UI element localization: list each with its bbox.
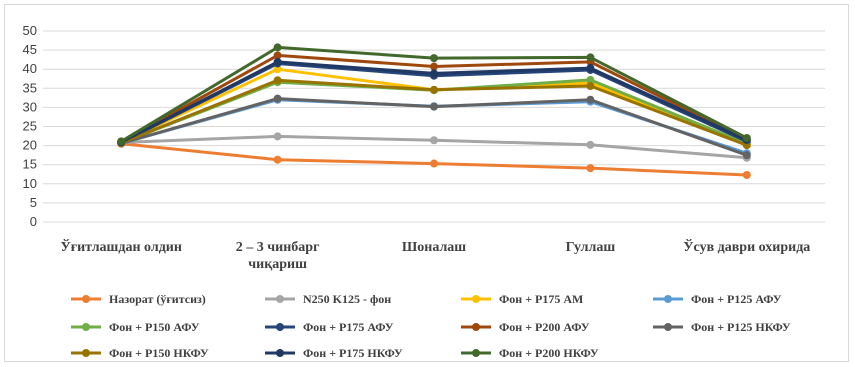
data-point xyxy=(742,133,751,142)
legend-label: Фон + P125 АФУ xyxy=(691,292,782,306)
y-tick-label: 10 xyxy=(23,176,37,191)
x-tick-label: Шоналаш xyxy=(402,240,466,255)
legend-label: Фон + P175 АМ xyxy=(499,292,583,306)
data-point xyxy=(586,75,595,84)
series-line xyxy=(121,142,747,177)
line-chart: 0 5 10 15 20 25 30 35 40 45 50 Ўғитлашдан олдин 2 –… xyxy=(23,23,825,360)
legend-swatch-marker xyxy=(82,295,90,303)
y-axis-ticks: 0 5 10 15 20 25 30 35 40 45 50 xyxy=(23,23,37,229)
data-point xyxy=(430,69,438,78)
y-tick-label: 50 xyxy=(23,23,37,38)
legend-swatch-marker xyxy=(82,323,90,331)
y-tick-label: 30 xyxy=(23,99,37,114)
legend-label: Фон + P150 НКФУ xyxy=(109,346,209,360)
data-point xyxy=(273,76,282,85)
legend-item: Фон + P125 НКФУ xyxy=(653,320,791,334)
data-point xyxy=(273,132,282,141)
legend-item: Назорат (ўғитсиз) xyxy=(71,292,206,306)
x-tick-line: 2 – 3 чинбарг xyxy=(236,240,320,255)
legend-label: Фон + P150 АФУ xyxy=(109,320,200,334)
legend: Назорат (ўғитсиз) N250 K125 - фон Фон + P1… xyxy=(71,292,791,360)
y-tick-label: 40 xyxy=(23,61,37,76)
legend-swatch-marker xyxy=(276,295,284,303)
data-point xyxy=(430,54,438,63)
data-point xyxy=(430,62,438,71)
legend-label: Фон + P200 НКФУ xyxy=(499,346,599,360)
chart-frame: 0 5 10 15 20 25 30 35 40 45 50 Ўғитлашдан олдин 2 –… xyxy=(4,4,849,362)
legend-item: N250 K125 - фон xyxy=(265,292,391,306)
data-point xyxy=(586,95,595,104)
data-point xyxy=(586,53,595,62)
x-tick-label: Гуллаш xyxy=(566,240,616,255)
legend-label: N250 K125 - фон xyxy=(303,292,391,306)
data-point xyxy=(273,94,282,103)
data-point xyxy=(586,82,595,91)
y-tick-label: 5 xyxy=(30,195,37,210)
data-point xyxy=(430,136,438,145)
legend-item: Фон + P175 АФУ xyxy=(265,320,394,334)
x-axis-ticks: Ўғитлашдан олдин 2 – 3 чинбарг чиқариш Шона… xyxy=(60,238,810,272)
legend-swatch-marker xyxy=(664,295,672,303)
data-point xyxy=(430,102,438,111)
legend-item: Фон + P200 НКФУ xyxy=(461,346,599,360)
series-lines xyxy=(117,43,751,180)
legend-item: Фон + P200 АФУ xyxy=(461,320,590,334)
legend-swatch-marker xyxy=(276,349,284,357)
series-9 xyxy=(117,57,751,147)
data-point xyxy=(273,51,282,60)
x-tick-line: Ўғитлашдан олдин xyxy=(60,238,181,255)
y-tick-label: 15 xyxy=(23,157,37,172)
y-tick-label: 35 xyxy=(23,80,37,95)
x-tick-line: Ўсув даври охирида xyxy=(683,238,810,255)
legend-item: Фон + P175 АМ xyxy=(461,292,583,306)
legend-swatch-marker xyxy=(82,349,90,357)
data-point xyxy=(586,64,595,73)
legend-swatch-marker xyxy=(472,295,480,303)
legend-swatch-marker xyxy=(664,323,672,331)
y-tick-label: 45 xyxy=(23,42,37,57)
legend-label: Фон + P175 АФУ xyxy=(303,320,394,334)
legend-item: Фон + P125 АФУ xyxy=(653,292,782,306)
legend-label: Назорат (ўғитсиз) xyxy=(109,292,206,306)
legend-swatch-marker xyxy=(276,323,284,331)
data-point xyxy=(586,140,595,149)
legend-item: Фон + P150 АФУ xyxy=(71,320,200,334)
y-tick-label: 20 xyxy=(23,138,37,153)
data-point xyxy=(430,85,438,94)
y-tick-label: 25 xyxy=(23,119,37,134)
data-point xyxy=(586,164,595,173)
x-tick-line: Гуллаш xyxy=(566,240,616,255)
data-point xyxy=(273,57,282,66)
legend-label: Фон + P200 АФУ xyxy=(499,320,590,334)
data-point xyxy=(273,155,282,164)
data-point xyxy=(742,171,751,180)
legend-item: Фон + P150 НКФУ xyxy=(71,346,209,360)
legend-label: Фон + P125 НКФУ xyxy=(691,320,791,334)
legend-swatch-marker xyxy=(472,323,480,331)
data-point xyxy=(273,43,282,52)
x-tick-line: Шоналаш xyxy=(402,240,466,255)
x-tick-label: Ўғитлашдан олдин xyxy=(60,238,181,255)
legend-label: Фон + P175 НКФУ xyxy=(303,346,403,360)
y-tick-label: 0 xyxy=(30,214,37,229)
x-tick-label: Ўсув даври охирида xyxy=(683,238,810,255)
legend-item: Фон + P175 НКФУ xyxy=(265,346,403,360)
data-point xyxy=(742,151,751,160)
x-tick-label: 2 – 3 чинбарг чиқариш xyxy=(236,240,320,272)
legend-swatch-marker xyxy=(472,349,480,357)
data-point xyxy=(273,65,282,74)
data-point xyxy=(430,159,438,168)
series-1 xyxy=(117,132,751,162)
series-10 xyxy=(117,43,751,146)
x-tick-line: чиқариш xyxy=(248,257,307,272)
data-point xyxy=(117,137,126,146)
